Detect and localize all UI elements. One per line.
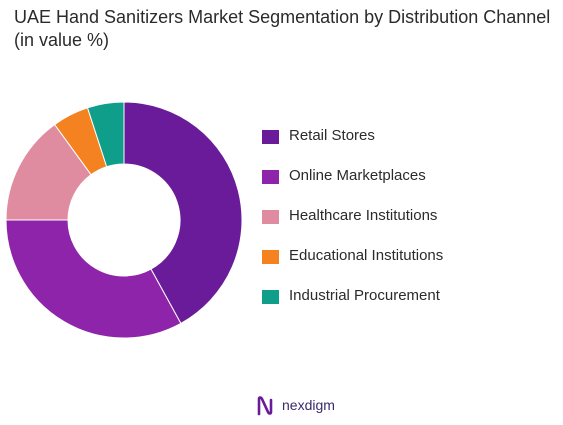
legend-label: Online Marketplaces <box>289 167 426 184</box>
legend-swatch <box>262 290 279 304</box>
legend-swatch <box>262 130 279 144</box>
brand-name: nexdigm <box>282 397 335 413</box>
legend-label: Healthcare Institutions <box>289 207 438 224</box>
legend-swatch <box>262 170 279 184</box>
legend-label: Retail Stores <box>289 127 375 144</box>
legend-swatch <box>262 250 279 264</box>
legend-swatch <box>262 210 279 224</box>
legend-label: Industrial Procurement <box>289 287 440 304</box>
donut-slice-retail-stores <box>123 101 243 325</box>
donut-slice-online-marketplaces <box>5 219 182 339</box>
chart-title: UAE Hand Sanitizers Market Segmentation … <box>14 7 551 50</box>
legend-label: Educational Institutions <box>289 247 444 264</box>
nexdigm-logo-icon <box>257 396 273 416</box>
donut-slice-industrial-procurement <box>86 101 125 168</box>
